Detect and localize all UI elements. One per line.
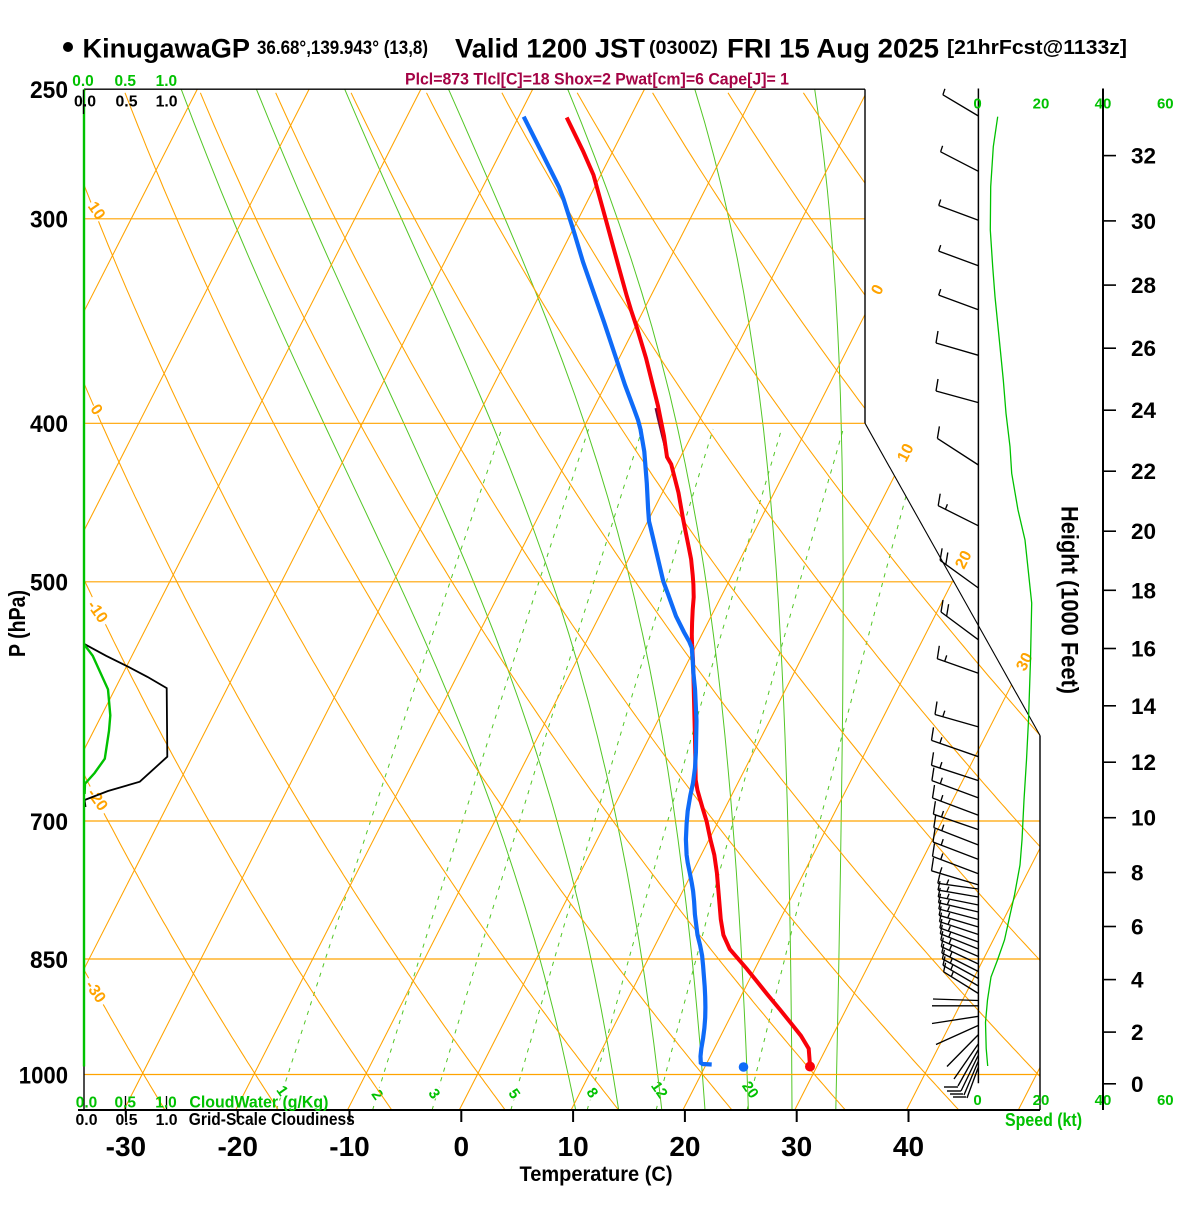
svg-text:-30: -30	[106, 1131, 146, 1162]
svg-text:16: 16	[1131, 637, 1156, 662]
svg-text:Temperature (C): Temperature (C)	[520, 1161, 673, 1186]
svg-text:1.0: 1.0	[155, 1095, 177, 1112]
svg-text:KinugawaGP: KinugawaGP	[83, 34, 250, 64]
svg-text:32: 32	[1131, 144, 1156, 169]
svg-text:1.0: 1.0	[156, 1112, 178, 1129]
svg-text:500: 500	[30, 570, 68, 597]
svg-text:8: 8	[1131, 861, 1144, 886]
svg-text:6: 6	[1131, 915, 1144, 940]
svg-text:Plcl=873 Tlcl[C]=18 Shox=2 Pwa: Plcl=873 Tlcl[C]=18 Shox=2 Pwat[cm]=6 Ca…	[405, 71, 789, 89]
svg-text:Grid-Scale Cloudiness: Grid-Scale Cloudiness	[189, 1109, 355, 1129]
svg-text:20: 20	[1131, 519, 1156, 544]
svg-text:0.5: 0.5	[116, 1112, 138, 1129]
svg-text:0.0: 0.0	[76, 1095, 98, 1112]
svg-text:12: 12	[1131, 750, 1156, 775]
svg-text:10: 10	[558, 1131, 589, 1162]
svg-text:30: 30	[1131, 209, 1156, 234]
svg-text:36.68°,139.943° (13,8): 36.68°,139.943° (13,8)	[257, 38, 428, 59]
svg-text:300: 300	[30, 207, 68, 234]
svg-text:0.5: 0.5	[116, 94, 138, 111]
svg-text:Valid 1200 JST: Valid 1200 JST	[455, 34, 646, 64]
svg-text:40: 40	[893, 1131, 924, 1162]
svg-text:22: 22	[1131, 459, 1156, 484]
svg-text:2: 2	[1131, 1020, 1144, 1045]
svg-text:60: 60	[1157, 96, 1174, 113]
svg-text:0: 0	[1131, 1072, 1144, 1097]
svg-text:1000: 1000	[19, 1062, 68, 1089]
svg-text:20: 20	[1033, 96, 1050, 113]
svg-text:[21hrFcst@1133z]: [21hrFcst@1133z]	[947, 37, 1127, 59]
svg-text:4: 4	[1131, 968, 1144, 993]
svg-text:20: 20	[1033, 1092, 1050, 1109]
svg-text:Speed (kt): Speed (kt)	[1005, 1110, 1082, 1130]
svg-text:0: 0	[973, 1092, 981, 1109]
svg-text:14: 14	[1131, 694, 1157, 719]
svg-text:10: 10	[1131, 806, 1156, 831]
svg-text:P (hPa): P (hPa)	[4, 590, 30, 657]
svg-text:850: 850	[30, 947, 68, 974]
svg-text:20: 20	[669, 1131, 700, 1162]
svg-text:400: 400	[30, 411, 68, 438]
svg-text:1.0: 1.0	[156, 73, 178, 90]
svg-text:0.5: 0.5	[115, 73, 137, 90]
svg-text:0.0: 0.0	[74, 94, 96, 111]
svg-text:(0300Z): (0300Z)	[649, 38, 718, 59]
svg-text:0: 0	[454, 1131, 470, 1162]
svg-text:28: 28	[1131, 273, 1156, 298]
svg-text:0.0: 0.0	[76, 1112, 98, 1129]
svg-text:FRI 15 Aug 2025: FRI 15 Aug 2025	[727, 34, 939, 64]
svg-text:0.0: 0.0	[72, 73, 94, 90]
svg-text:-10: -10	[329, 1131, 369, 1162]
svg-text:26: 26	[1131, 336, 1156, 361]
svg-text:1.0: 1.0	[156, 94, 178, 111]
svg-text:Height (1000 Feet): Height (1000 Feet)	[1056, 506, 1083, 694]
svg-text:0: 0	[973, 96, 981, 113]
svg-text:24: 24	[1131, 398, 1157, 423]
svg-text:-20: -20	[217, 1131, 257, 1162]
svg-text:30: 30	[781, 1131, 812, 1162]
svg-text:700: 700	[30, 809, 68, 836]
svg-text:18: 18	[1131, 578, 1156, 603]
svg-text:0.5: 0.5	[115, 1095, 137, 1112]
svg-text:250: 250	[30, 77, 68, 104]
svg-text:60: 60	[1157, 1092, 1174, 1109]
